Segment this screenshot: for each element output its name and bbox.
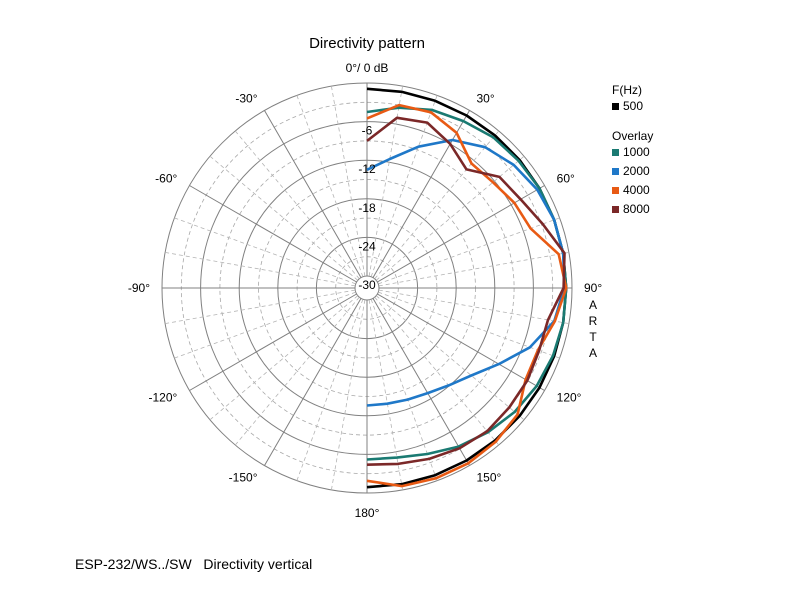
zero-degree-label: 0°/ 0 dB <box>346 61 389 75</box>
grid-spoke-major <box>372 110 470 278</box>
side-text-letter: A <box>589 298 597 312</box>
radial-tick-label: -6 <box>362 124 373 138</box>
legend-swatch-4000 <box>612 187 619 194</box>
angle-tick-label: -120° <box>149 391 178 405</box>
directivity-curves <box>366 87 568 489</box>
side-text-letter: A <box>589 346 597 360</box>
angle-tick-labels: 30° 60° 90° 120° 150° 180° -150° -120° -90° -60° -… <box>128 91 603 520</box>
legend: F(Hz) Overlay 500 1000 2000 4000 8000 <box>612 83 653 216</box>
grid-spoke-major <box>189 293 357 391</box>
radial-tick-label: -30 <box>358 278 376 292</box>
legend-swatch-2000 <box>612 168 619 175</box>
angle-tick-label: 30° <box>477 91 495 105</box>
polar-grid <box>161 82 573 494</box>
legend-swatch-1000 <box>612 149 619 156</box>
grid-spoke-major <box>264 298 362 466</box>
chart-title: Directivity pattern <box>309 35 425 52</box>
side-text-letter: R <box>589 314 598 328</box>
radial-tick-label: -12 <box>358 162 376 176</box>
legend-entry-8000: 8000 <box>623 202 650 216</box>
radial-tick-labels: -6 -12 -18 -24 -30 <box>358 124 376 292</box>
grid-spoke-major <box>377 185 545 283</box>
legend-entry-2000: 2000 <box>623 164 650 178</box>
angle-tick-label: -60° <box>155 172 177 186</box>
angle-tick-label: 150° <box>477 471 502 485</box>
legend-entry-1000: 1000 <box>623 145 650 159</box>
series-line-4000 <box>366 103 568 488</box>
radial-tick-label: -18 <box>358 201 376 215</box>
grid-spoke-major <box>372 298 470 466</box>
angle-tick-label: 60° <box>557 172 575 186</box>
angle-tick-label: 180° <box>355 506 380 520</box>
grid-spoke-major <box>189 185 357 283</box>
legend-overlay-header: Overlay <box>612 129 653 143</box>
figure-caption: ESP-232/WS../SW Directivity vertical <box>75 556 313 572</box>
angle-tick-label: -90° <box>128 281 150 295</box>
angle-tick-label: -150° <box>229 471 258 485</box>
legend-entry-500: 500 <box>623 99 643 113</box>
grid-spoke-major <box>264 110 362 278</box>
angle-tick-label: 90° <box>584 281 602 295</box>
legend-header: F(Hz) <box>612 83 642 97</box>
legend-swatch-8000 <box>612 206 619 213</box>
series-line-8000 <box>366 116 566 466</box>
directivity-chart: Directivity pattern 0°/ 0 dB -6 -12 -18 -24… <box>0 0 800 540</box>
legend-swatch-500 <box>612 103 619 110</box>
angle-tick-label: -30° <box>235 91 257 105</box>
grid-spoke-major <box>377 293 545 391</box>
chart-background <box>0 0 800 540</box>
radial-tick-label: -24 <box>358 239 376 253</box>
legend-entry-4000: 4000 <box>623 183 650 197</box>
angle-tick-label: 120° <box>557 391 582 405</box>
side-text-letter: T <box>589 330 597 344</box>
